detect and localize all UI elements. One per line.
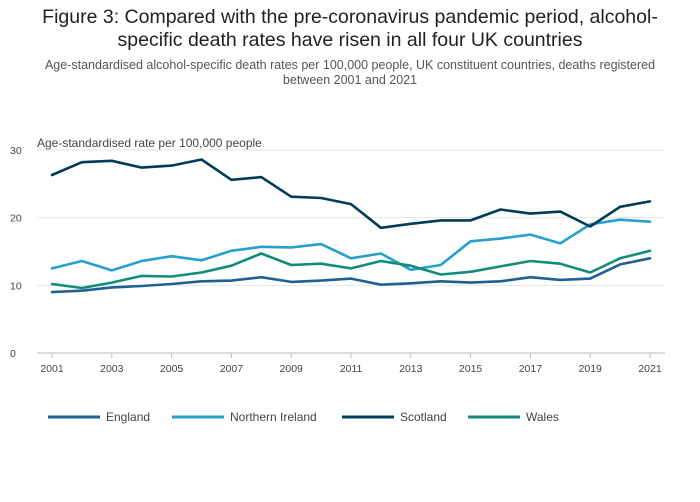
legend-label-wales: Wales bbox=[526, 410, 559, 424]
x-tick-label: 2013 bbox=[399, 363, 423, 375]
series-lines bbox=[50, 158, 652, 294]
y-tick-label: 0 bbox=[10, 348, 16, 360]
legend: England Northern Ireland Scotland Wales bbox=[48, 410, 559, 424]
x-tick-label: 2019 bbox=[579, 363, 603, 375]
y-axis-label: Age-standardised rate per 100,000 people bbox=[37, 136, 262, 150]
legend-label-england: England bbox=[106, 410, 150, 424]
x-tick-label: 2021 bbox=[638, 363, 662, 375]
x-tick-label: 2005 bbox=[160, 363, 184, 375]
series-line-england bbox=[50, 256, 652, 294]
legend-label-northern-ireland: Northern Ireland bbox=[230, 410, 317, 424]
x-tick-label: 2001 bbox=[40, 363, 64, 375]
x-tick-label: 2009 bbox=[280, 363, 304, 375]
y-axis-ticks: 0 10 20 30 bbox=[10, 145, 22, 360]
y-tick-label: 20 bbox=[10, 213, 22, 225]
y-tick-label: 10 bbox=[10, 280, 22, 292]
x-tick-label: 2011 bbox=[340, 363, 363, 375]
chart-subtitle: Age-standardised alcohol-specific death … bbox=[44, 58, 656, 87]
x-tick-label: 2007 bbox=[220, 363, 244, 375]
series-line-scotland bbox=[50, 158, 652, 230]
legend-label-scotland: Scotland bbox=[400, 410, 447, 424]
x-tick-label: 2003 bbox=[100, 363, 124, 375]
x-axis: 2001 2003 2005 2007 2009 2011 2013 2015 2017 2019… bbox=[37, 352, 665, 375]
series-line-northern-ireland bbox=[50, 218, 652, 272]
chart-title: Figure 3: Compared with the pre-coronavi… bbox=[42, 6, 658, 51]
x-tick-label: 2015 bbox=[459, 363, 483, 375]
y-tick-label: 30 bbox=[10, 145, 22, 157]
series-line-wales bbox=[50, 249, 652, 290]
x-tick-label: 2017 bbox=[519, 363, 543, 375]
